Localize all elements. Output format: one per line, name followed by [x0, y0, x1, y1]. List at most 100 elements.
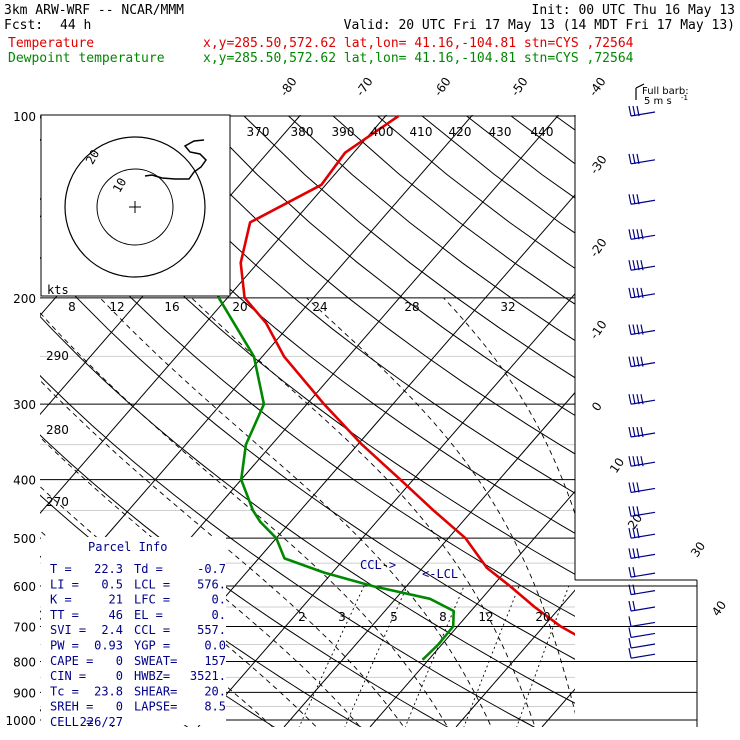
theta-e-label-400: 400 — [371, 125, 394, 139]
wind-barb-flag — [636, 394, 640, 405]
wind-barb-flag — [632, 105, 636, 117]
wind-barb-flag — [636, 153, 640, 164]
pressure-label-800: 800 — [13, 655, 36, 669]
parcel-row-value: 0 — [116, 654, 123, 668]
hodograph-ring-inner — [96, 168, 174, 246]
model-title: 3km ARW-WRF -- NCAR/MMM — [4, 3, 184, 18]
wind-barb-flag — [640, 394, 644, 405]
parcel-row-value: 576. — [197, 577, 226, 591]
wind-barb-flag — [632, 287, 636, 298]
parcel-row-value: 0.93 — [94, 639, 123, 653]
temperature-legend: Temperature — [8, 36, 94, 51]
wind-barb — [628, 528, 656, 539]
parcel-row-value: 157 — [204, 654, 226, 668]
wind-barb-flag — [636, 287, 640, 298]
dry-adiabat-430 — [466, 115, 575, 199]
moist-adiabat-30 — [443, 297, 575, 516]
wind-barb-flag — [628, 627, 632, 638]
isotherm-0 — [369, 490, 575, 727]
parcel-row-value: 46 — [109, 608, 123, 622]
hodograph-kts-label: kts — [47, 283, 69, 297]
pressure-label-500: 500 — [13, 532, 36, 546]
moist-adiabat-10 — [40, 312, 449, 727]
dry-adiabat-350 — [110, 115, 575, 494]
dry-adiabat-410 — [377, 115, 575, 269]
pressure-label-200: 200 — [13, 292, 36, 306]
wind-barb-flag — [628, 394, 632, 405]
wind-barb-flag — [628, 506, 632, 517]
dry-adiabat-300 — [40, 315, 575, 704]
mixing-ratio-label-5: 5 — [390, 610, 398, 624]
wind-barb-flag — [640, 287, 644, 298]
dry-adiabat-460 — [600, 116, 740, 733]
parcel-row-label: CAPE = — [50, 654, 93, 668]
moist-adiabat-25 — [306, 297, 575, 715]
isotherm-label--80: -80 — [277, 75, 300, 99]
dry-adiabat-470 — [645, 116, 740, 733]
dewpoint-location: x,y=285.50,572.62 lat,lon= 41.16,-104.81… — [203, 51, 634, 66]
hodograph-ring-label-10: 10 — [110, 175, 129, 195]
theta-e-label-410: 410 — [410, 125, 433, 139]
wind-barb-flag — [628, 229, 632, 240]
pressure-label-600: 600 — [13, 580, 36, 594]
wind-barb-flag — [632, 548, 636, 559]
parcel-row-label: T = — [50, 562, 72, 576]
wind-barb — [628, 356, 656, 368]
lcl-marker: <-LCL — [422, 567, 458, 581]
theta-label-290: 290 — [46, 349, 69, 363]
wind-barb-flag — [628, 456, 632, 467]
wind-barb-flag — [632, 456, 636, 467]
plot-grid — [40, 115, 740, 733]
parcel-row-value: 21 — [109, 593, 123, 607]
isotherm-label--20: -20 — [587, 236, 610, 260]
mixing-ratio-2 — [298, 585, 365, 727]
parcel-row-label: LI = — [50, 577, 79, 591]
theta-e-label-390: 390 — [332, 125, 355, 139]
wind-barb-flag — [632, 324, 636, 335]
dry-adiabat-320 — [40, 197, 575, 617]
dry-adiabat-490 — [734, 116, 740, 733]
wind-barb — [628, 194, 656, 205]
wind-barb — [628, 566, 656, 578]
wind-barb-flag — [628, 616, 632, 627]
wind-barb-flag — [636, 506, 640, 517]
wind-barb-flag — [628, 482, 632, 493]
moist-adiabat-5 — [40, 379, 405, 727]
temperature-line — [239, 115, 575, 636]
wind-barb-flag — [628, 600, 632, 612]
barb-legend-unit: -1 — [681, 94, 688, 102]
mixing-ratio-label-3: 3 — [338, 610, 346, 624]
barb-legend-icon-flag — [635, 83, 645, 89]
wind-barb-flag — [628, 648, 632, 659]
parcel-row-label: CIN = — [50, 669, 86, 683]
pressure-axis: 100 200 300 400 500 600 700 800 900 1000 — [5, 110, 36, 728]
forecast-label: Fcst: — [4, 18, 43, 33]
parcel-row-value: 226/27 — [80, 715, 123, 729]
dry-adiabat-420 — [421, 115, 575, 234]
hodograph-ring-label-20: 20 — [83, 147, 102, 167]
dry-adiabat-380 — [243, 115, 575, 379]
parcel-row-label: LFC = — [134, 593, 170, 607]
isotherm-10 — [455, 589, 575, 727]
wind-barb — [628, 616, 656, 628]
wind-barb-flag — [628, 584, 632, 595]
pressure-label-1000: 1000 — [5, 714, 36, 728]
wind-barb-flag — [632, 566, 636, 578]
wind-barb — [628, 287, 656, 299]
parcel-row-label: Td = — [134, 562, 163, 576]
isotherm--10 — [283, 391, 575, 727]
wind-barb — [628, 600, 656, 612]
isotherm-label--50: -50 — [508, 75, 531, 99]
wind-barb — [628, 260, 656, 271]
mixing-ratio-label-2: 2 — [298, 610, 306, 624]
upper-label-28: 28 — [404, 300, 419, 314]
wind-barb — [628, 456, 656, 467]
wind-barb — [628, 482, 656, 494]
wind-barb-flag — [640, 356, 644, 367]
wind-barb-flag — [636, 426, 640, 438]
theta-label-270: 270 — [46, 495, 69, 509]
wind-barb-flag — [632, 528, 636, 539]
isotherm-label--60: -60 — [431, 75, 454, 99]
wind-barb-flag — [632, 356, 636, 367]
wind-barb — [628, 548, 656, 559]
